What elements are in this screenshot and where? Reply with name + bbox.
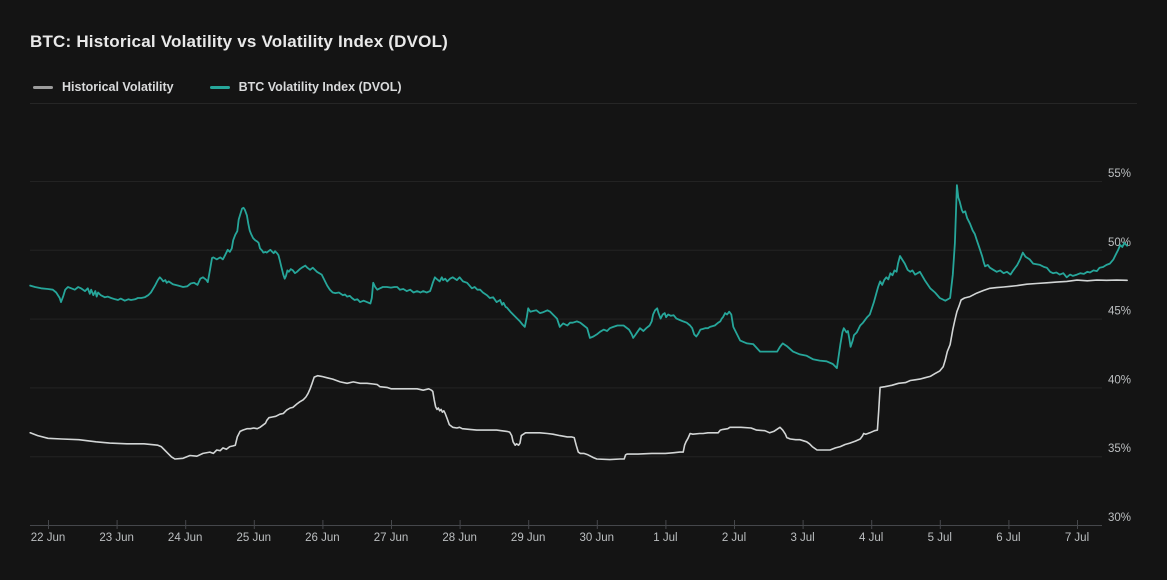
- svg-text:22 Jun: 22 Jun: [31, 532, 66, 544]
- svg-text:45%: 45%: [1108, 306, 1131, 318]
- legend-swatch-historical-volatility: [33, 85, 53, 89]
- svg-text:26 Jun: 26 Jun: [305, 532, 340, 544]
- series-lines: [29, 184, 1128, 461]
- legend-label-dvol: BTC Volatility Index (DVOL): [238, 80, 402, 94]
- svg-text:24 Jun: 24 Jun: [168, 532, 203, 544]
- svg-text:4 Jul: 4 Jul: [859, 532, 883, 544]
- svg-text:7 Jul: 7 Jul: [1065, 532, 1089, 544]
- svg-text:30%: 30%: [1108, 512, 1131, 524]
- svg-text:50%: 50%: [1108, 237, 1131, 249]
- svg-text:55%: 55%: [1108, 168, 1131, 180]
- svg-text:6 Jul: 6 Jul: [996, 532, 1020, 544]
- svg-text:25 Jun: 25 Jun: [237, 532, 272, 544]
- legend-label-historical-volatility: Historical Volatility: [62, 80, 174, 94]
- svg-text:23 Jun: 23 Jun: [99, 532, 134, 544]
- chart-title: BTC: Historical Volatility vs Volatility…: [30, 32, 449, 51]
- plot-area[interactable]: [30, 128, 1102, 525]
- series-line-dvol: [29, 184, 1128, 370]
- legend-divider: [30, 103, 1137, 104]
- x-axis: 22 Jun 23 Jun 24 Jun 25 Jun 26 Jun 27 Jun 28 J…: [31, 520, 1089, 544]
- svg-text:1 Jul: 1 Jul: [653, 532, 677, 544]
- svg-text:2 Jul: 2 Jul: [722, 532, 746, 544]
- svg-text:40%: 40%: [1108, 374, 1131, 386]
- legend-item-dvol[interactable]: BTC Volatility Index (DVOL): [209, 80, 402, 94]
- svg-text:3 Jul: 3 Jul: [790, 532, 814, 544]
- chart-legend: Historical Volatility BTC Volatility Ind…: [33, 80, 402, 94]
- svg-text:30 Jun: 30 Jun: [580, 532, 615, 544]
- legend-swatch-dvol: [209, 85, 230, 89]
- svg-text:5 Jul: 5 Jul: [928, 532, 952, 544]
- svg-text:28 Jun: 28 Jun: [442, 532, 477, 544]
- svg-text:29 Jun: 29 Jun: [511, 532, 546, 544]
- legend-item-historical-volatility[interactable]: Historical Volatility: [33, 80, 174, 94]
- y-axis-labels: 30% 35% 40% 45% 50% 55%: [1108, 168, 1131, 524]
- svg-text:27 Jun: 27 Jun: [374, 532, 409, 544]
- series-line-historical-volatility: [29, 279, 1128, 461]
- grid-lines: [30, 181, 1102, 526]
- svg-text:35%: 35%: [1108, 443, 1131, 455]
